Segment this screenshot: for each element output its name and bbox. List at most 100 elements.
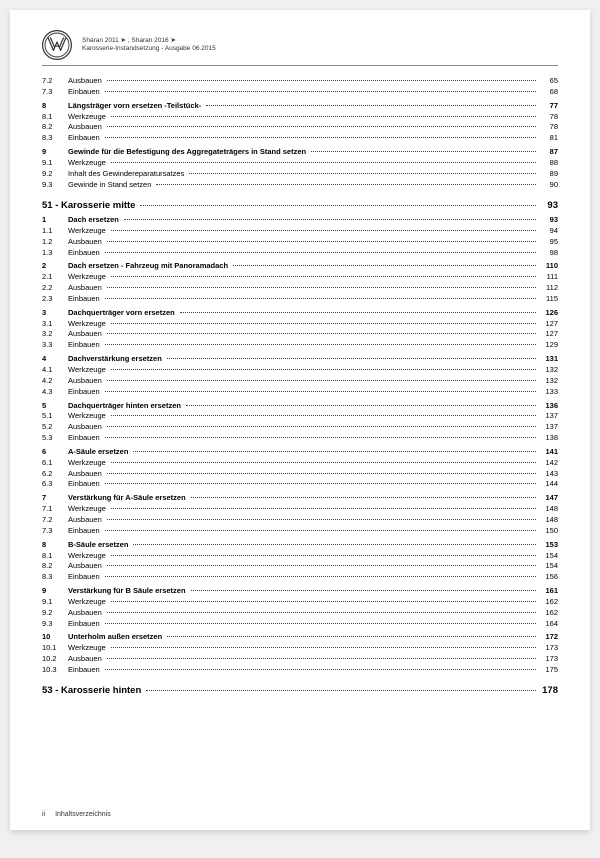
toc-row: 5.2Ausbauen137 [42, 422, 558, 432]
toc-page-number: 89 [538, 169, 558, 179]
toc-row: 8.1Werkzeuge78 [42, 112, 558, 122]
toc-leader-dots [167, 358, 536, 359]
toc-number: 3.1 [42, 319, 68, 329]
toc-number: 9.3 [42, 180, 68, 190]
toc-row: 2.1Werkzeuge111 [42, 272, 558, 282]
toc-row: 8.2Ausbauen154 [42, 561, 558, 571]
toc-leader-dots [111, 647, 536, 648]
toc-leader-dots [311, 151, 536, 152]
toc-leader-dots [105, 623, 536, 624]
toc-title: Dach ersetzen - Fahrzeug mit Panoramadac… [68, 261, 231, 271]
toc-number: 10.3 [42, 665, 68, 675]
toc-number: 4.2 [42, 376, 68, 386]
toc-title: Ausbauen [68, 654, 105, 664]
toc-row: 9.1Werkzeuge162 [42, 597, 558, 607]
toc-title: Werkzeuge [68, 226, 109, 236]
toc-row: 8.3Einbauen81 [42, 133, 558, 143]
toc-number: 2.3 [42, 294, 68, 304]
toc-number: 1.1 [42, 226, 68, 236]
toc-leader-dots [105, 483, 536, 484]
toc-page-number: 154 [538, 551, 558, 561]
toc-number: 9.3 [42, 619, 68, 629]
toc-row: 6.2Ausbauen143 [42, 469, 558, 479]
toc-number: 10.1 [42, 643, 68, 653]
toc-title: Verstärkung für B Säule ersetzen [68, 586, 189, 596]
toc-number: 10 [42, 632, 68, 642]
toc-title: Unterholm außen ersetzen [68, 632, 165, 642]
toc-row: 7Verstärkung für A-Säule ersetzen147 [42, 493, 558, 503]
toc-page-number: 164 [538, 619, 558, 629]
toc-row: 10.1Werkzeuge173 [42, 643, 558, 653]
toc-title: B-Säule ersetzen [68, 540, 131, 550]
toc-title: Dachquerträger hinten ersetzen [68, 401, 184, 411]
toc-page-number: 68 [538, 87, 558, 97]
vw-logo-icon [42, 30, 72, 60]
toc-row: 10.2Ausbauen173 [42, 654, 558, 664]
toc-title: Dach ersetzen [68, 215, 122, 225]
toc-number: 6.2 [42, 469, 68, 479]
toc-page-number: 154 [538, 561, 558, 571]
toc-leader-dots [111, 462, 536, 463]
toc-page-number: 142 [538, 458, 558, 468]
toc-page-number: 175 [538, 665, 558, 675]
toc-row: 10Unterholm außen ersetzen 172 [42, 632, 558, 642]
toc-number: 4.3 [42, 387, 68, 397]
toc-number: 4.1 [42, 365, 68, 375]
toc-leader-dots [146, 690, 536, 691]
toc-leader-dots [107, 612, 536, 613]
toc-leader-dots [189, 173, 536, 174]
toc-page-number: 147 [538, 493, 558, 503]
toc-title: Dachverstärkung ersetzen [68, 354, 165, 364]
toc-row: 8Längsträger vorn ersetzen -Teilstück-77 [42, 101, 558, 111]
toc-page-number: 78 [538, 112, 558, 122]
toc-row: 5.1Werkzeuge137 [42, 411, 558, 421]
toc-number: 5.3 [42, 433, 68, 443]
toc-row: 9.1Werkzeuge88 [42, 158, 558, 168]
toc-number: 8 [42, 101, 68, 111]
toc-title: Einbauen [68, 340, 103, 350]
toc-title: Ausbauen [68, 329, 105, 339]
toc-title: 51 - Karosserie mitte [42, 199, 138, 212]
toc-page-number: 162 [538, 608, 558, 618]
toc-number: 7.1 [42, 504, 68, 514]
toc-page-number: 172 [538, 632, 558, 642]
toc-page-number: 137 [538, 422, 558, 432]
toc-row: 5Dachquerträger hinten ersetzen136 [42, 401, 558, 411]
toc-page-number: 90 [538, 180, 558, 190]
toc-leader-dots [191, 497, 536, 498]
toc-row: 8.1Werkzeuge154 [42, 551, 558, 561]
toc-number: 2 [42, 261, 68, 271]
toc-title: Werkzeuge [68, 551, 109, 561]
toc-number: 1.3 [42, 248, 68, 258]
toc-page-number: 173 [538, 643, 558, 653]
toc-row: 3.3Einbauen129 [42, 340, 558, 350]
toc-title: Werkzeuge [68, 112, 109, 122]
toc-leader-dots [107, 473, 536, 474]
toc-row: 3.2Ausbauen127 [42, 329, 558, 339]
toc-title: Gewinde in Stand setzen [68, 180, 154, 190]
toc-title: Ausbauen [68, 122, 105, 132]
toc-title: Ausbauen [68, 608, 105, 618]
toc-number: 6.1 [42, 458, 68, 468]
toc-number: 6.3 [42, 479, 68, 489]
toc-row: 2Dach ersetzen - Fahrzeug mit Panoramada… [42, 261, 558, 271]
toc-leader-dots [111, 508, 536, 509]
toc-title: Einbauen [68, 248, 103, 258]
toc-page-number: 162 [538, 597, 558, 607]
toc-number: 2.1 [42, 272, 68, 282]
toc-page-number: 88 [538, 158, 558, 168]
toc-title: Werkzeuge [68, 504, 109, 514]
toc-page-number: 148 [538, 515, 558, 525]
toc-page-number: 131 [538, 354, 558, 364]
toc-row: 2.3Einbauen115 [42, 294, 558, 304]
toc-row: 6A-Säule ersetzen141 [42, 447, 558, 457]
toc-leader-dots [111, 323, 536, 324]
header-line-1: Sharan 2011 ➤ , Sharan 2016 ➤ [82, 37, 216, 45]
toc-page-number: 143 [538, 469, 558, 479]
toc-leader-dots [107, 241, 536, 242]
toc-row: 8B-Säule ersetzen153 [42, 540, 558, 550]
toc-row: 4.2Ausbauen132 [42, 376, 558, 386]
toc-leader-dots [111, 601, 536, 602]
toc-leader-dots [107, 80, 536, 81]
document-page: Sharan 2011 ➤ , Sharan 2016 ➤ Karosserie… [10, 10, 590, 830]
